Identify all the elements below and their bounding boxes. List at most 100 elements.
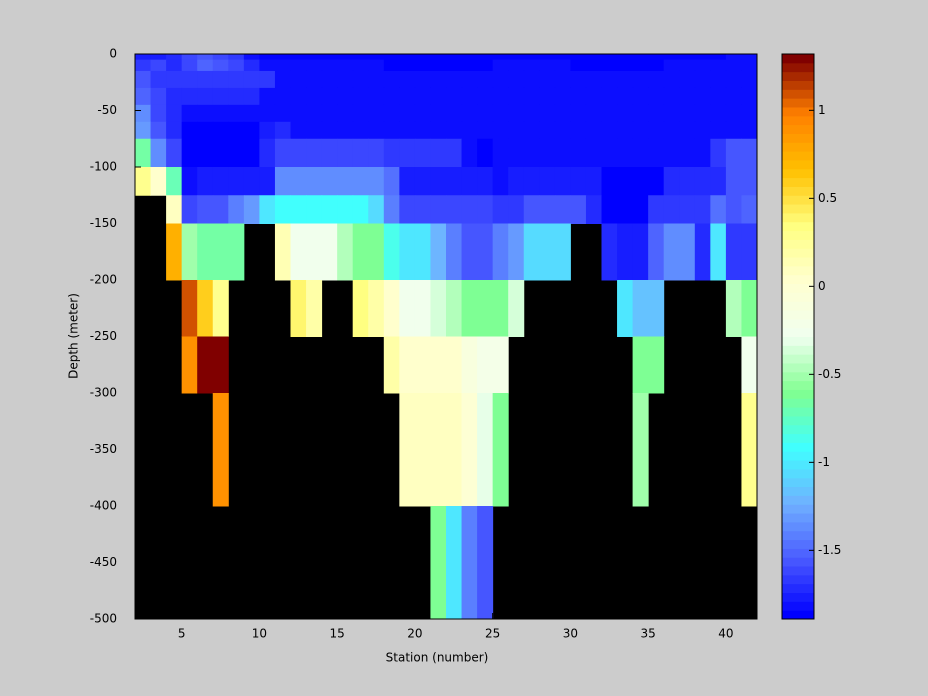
heatmap-cell	[601, 167, 618, 196]
heatmap-cell	[197, 280, 214, 337]
colorbar-band	[782, 451, 814, 461]
colorbar-tick-label: 1	[818, 103, 826, 117]
heatmap-cell	[554, 70, 571, 89]
heatmap-cell	[632, 336, 649, 394]
heatmap-cell	[228, 104, 245, 123]
heatmap-cell	[477, 280, 494, 337]
heatmap-cell	[492, 280, 509, 337]
heatmap-cell	[383, 280, 400, 337]
colorbar-band	[782, 168, 814, 179]
heatmap-cell	[554, 223, 571, 281]
heatmap-cell	[461, 87, 478, 106]
heatmap-cell	[399, 121, 416, 140]
heatmap-cell	[306, 70, 323, 89]
colorbar-band	[782, 433, 814, 443]
colorbar-band	[782, 80, 814, 90]
y-tick-label: 0	[109, 47, 117, 61]
y-tick-label: -400	[90, 499, 117, 513]
heatmap-cell	[679, 70, 696, 89]
heatmap-cell	[570, 195, 587, 224]
colorbar-band	[782, 124, 814, 134]
heatmap-cell	[617, 167, 634, 196]
heatmap-cell	[383, 138, 400, 168]
heatmap-cell	[290, 104, 307, 123]
heatmap-cell	[399, 280, 416, 337]
heatmap-cell	[725, 138, 742, 168]
heatmap-cell	[399, 59, 416, 72]
heatmap-cell	[725, 54, 742, 61]
heatmap-cell	[337, 70, 354, 89]
heatmap-cell	[679, 167, 696, 196]
heatmap-cell	[523, 87, 540, 106]
heatmap-cell	[212, 70, 229, 89]
heatmap-cell	[648, 87, 665, 106]
heatmap-cell	[352, 223, 369, 281]
heatmap-cell	[243, 104, 260, 123]
heatmap-cell	[399, 393, 416, 507]
heatmap-cell	[383, 195, 400, 224]
heatmap-cell	[663, 70, 680, 89]
heatmap-cell	[430, 393, 447, 507]
heatmap-cell	[554, 138, 571, 168]
heatmap-cell	[368, 223, 385, 281]
heatmap-cell	[648, 138, 665, 168]
heatmap-cell	[352, 104, 369, 123]
heatmap-cell	[430, 223, 447, 281]
heatmap-cell	[414, 195, 431, 224]
heatmap-cell	[741, 87, 758, 106]
colorbar-band	[782, 566, 814, 576]
heatmap-cell	[243, 70, 260, 89]
heatmap-cell	[399, 167, 416, 196]
colorbar-tick-label: -1	[818, 455, 830, 469]
heatmap-cell	[368, 280, 385, 337]
heatmap-cell	[679, 121, 696, 140]
heatmap-cell	[446, 104, 463, 123]
heatmap-cell	[570, 104, 587, 123]
colorbar-tick-label: -1.5	[818, 543, 841, 557]
heatmap-cell	[337, 54, 354, 61]
colorbar-band	[782, 583, 814, 594]
heatmap-cell	[554, 167, 571, 196]
colorbar-band	[782, 362, 814, 373]
heatmap-cell	[212, 393, 229, 507]
colorbar-band	[782, 495, 814, 505]
heatmap-cell	[679, 195, 696, 224]
heatmap-cell	[166, 70, 183, 89]
heatmap-cell	[212, 167, 229, 196]
heatmap-cell	[477, 336, 494, 394]
heatmap-cell	[197, 195, 214, 224]
heatmap-cell	[135, 54, 152, 61]
heatmap-cell	[383, 54, 400, 61]
heatmap-cell	[259, 195, 276, 224]
colorbar-band	[782, 601, 814, 611]
y-tick-label: -300	[90, 386, 117, 400]
heatmap-cell	[414, 54, 431, 61]
heatmap-cell	[585, 121, 602, 140]
heatmap-cell	[461, 138, 478, 168]
heatmap-cell	[321, 87, 338, 106]
heatmap-cell	[446, 280, 463, 337]
heatmap-cell	[243, 195, 260, 224]
colorbar-band	[782, 54, 814, 64]
heatmap-cell	[601, 138, 618, 168]
heatmap-cell	[274, 167, 291, 196]
heatmap-cell	[197, 138, 214, 168]
colorbar-band	[782, 98, 814, 108]
colorbar-band	[782, 424, 814, 435]
heatmap-cell	[617, 138, 634, 168]
heatmap-cell	[492, 393, 509, 507]
x-tick-label: 40	[718, 627, 733, 641]
heatmap-cell	[477, 138, 494, 168]
heatmap-cell	[585, 138, 602, 168]
heatmap-cell	[648, 167, 665, 196]
heatmap-cell	[243, 59, 260, 72]
x-tick-label: 10	[252, 627, 267, 641]
heatmap-cell	[492, 59, 509, 72]
heatmap-cell	[228, 223, 245, 281]
heatmap-cell	[710, 59, 727, 72]
heatmap-cell	[352, 280, 369, 337]
heatmap-cell	[446, 70, 463, 89]
heatmap-cell	[228, 87, 245, 106]
heatmap-cell	[601, 104, 618, 123]
heatmap-cell	[321, 59, 338, 72]
